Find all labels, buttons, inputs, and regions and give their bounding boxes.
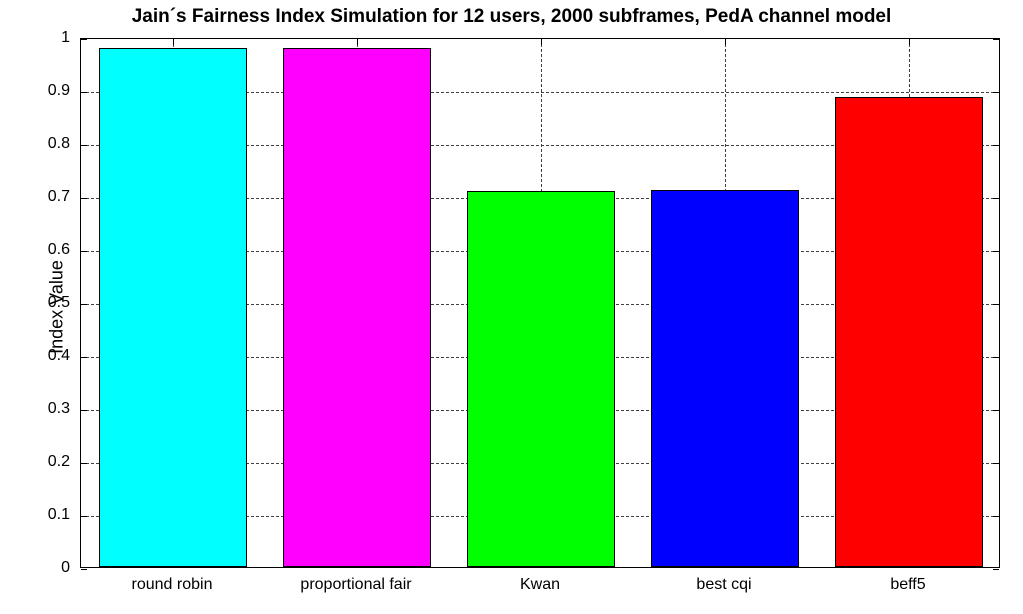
ytick-label: 0.9 (30, 82, 70, 100)
ytick-label: 0 (30, 559, 70, 577)
xtick (173, 39, 174, 45)
ytick (81, 357, 87, 358)
chart-title: Jain´s Fairness Index Simulation for 12 … (0, 6, 1023, 28)
bar (651, 190, 798, 567)
bar (283, 48, 430, 567)
ytick-label: 0.2 (30, 453, 70, 471)
ytick (993, 251, 999, 252)
ytick-label: 1 (30, 29, 70, 47)
ytick (993, 357, 999, 358)
ytick (81, 569, 87, 570)
xtick-label: proportional fair (300, 576, 411, 594)
ytick (81, 39, 87, 40)
ytick-label: 0.5 (30, 294, 70, 312)
xtick (357, 39, 358, 45)
ytick (993, 516, 999, 517)
ytick-label: 0.7 (30, 188, 70, 206)
ytick (993, 463, 999, 464)
xtick (909, 39, 910, 45)
ytick (81, 463, 87, 464)
xtick-label: beff5 (890, 576, 925, 594)
ytick (993, 304, 999, 305)
bar (467, 191, 614, 567)
plot-area (80, 38, 1000, 568)
ytick-label: 0.8 (30, 135, 70, 153)
ytick (993, 410, 999, 411)
bar (835, 97, 982, 567)
ytick-label: 0.3 (30, 400, 70, 418)
ytick (81, 410, 87, 411)
ytick-label: 0.1 (30, 506, 70, 524)
xtick (541, 39, 542, 45)
ytick (993, 39, 999, 40)
ytick (993, 92, 999, 93)
bar (99, 48, 246, 567)
ytick (81, 198, 87, 199)
xtick-label: round robin (132, 576, 213, 594)
ytick (81, 516, 87, 517)
ytick (81, 304, 87, 305)
ytick (81, 251, 87, 252)
xtick-label: best cqi (696, 576, 751, 594)
ytick-label: 0.6 (30, 241, 70, 259)
xtick (725, 39, 726, 45)
ytick (993, 569, 999, 570)
xtick-label: Kwan (520, 576, 560, 594)
ytick (993, 198, 999, 199)
ytick-label: 0.4 (30, 347, 70, 365)
ytick (81, 145, 87, 146)
ytick (81, 92, 87, 93)
ytick (993, 145, 999, 146)
